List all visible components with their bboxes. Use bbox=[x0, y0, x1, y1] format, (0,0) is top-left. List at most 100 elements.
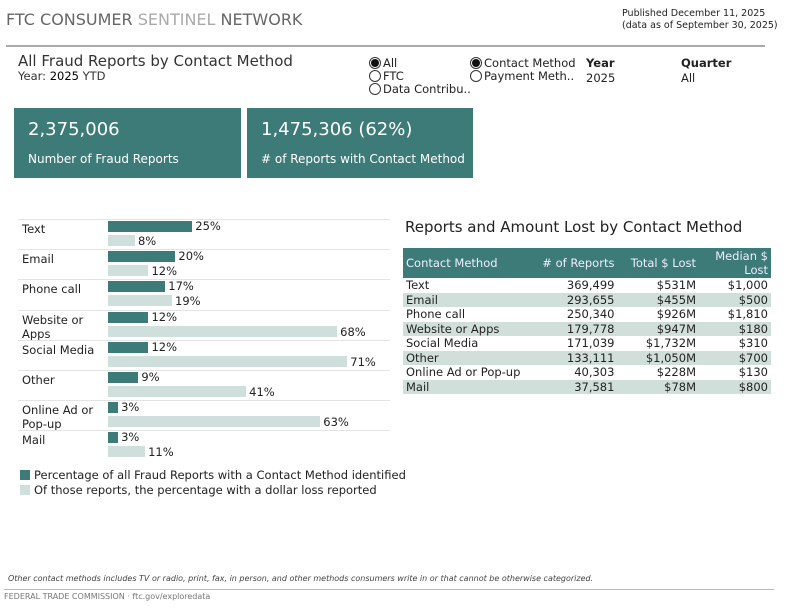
brand-title: FTC CONSUMER SENTINEL NETWORK bbox=[6, 10, 302, 29]
quarter-filter-label: Quarter bbox=[681, 56, 732, 70]
radio-button-icon[interactable] bbox=[369, 82, 381, 95]
table-cell: $228M bbox=[656, 365, 696, 380]
footnote: Other contact methods includes TV or rad… bbox=[8, 574, 594, 583]
radio-button-icon[interactable] bbox=[369, 56, 381, 69]
radio-all[interactable]: All bbox=[369, 55, 471, 70]
table-cell: Online Ad or Pop-up bbox=[406, 365, 521, 380]
contact-method-table: Contact Method # of Reports Total $ Lost… bbox=[403, 248, 771, 394]
bar-contact-share[interactable] bbox=[108, 402, 119, 414]
bar-contact-share[interactable] bbox=[108, 251, 176, 263]
table-cell: 250,340 bbox=[566, 307, 615, 322]
table-cell: Text bbox=[406, 278, 430, 293]
radio-data-contribu-[interactable]: Data Contribu.. bbox=[369, 82, 471, 96]
table-cell: $531M bbox=[656, 278, 696, 293]
kpi-label: # of Reports with Contact Method bbox=[261, 152, 465, 166]
chart-row: Email 20% 12% bbox=[18, 249, 390, 279]
method-radio-group: Contact Method Payment Meth.. bbox=[470, 55, 576, 83]
quarter-filter[interactable]: Quarter All bbox=[681, 56, 731, 85]
bar-loss-share[interactable] bbox=[108, 386, 247, 397]
chart-row: Online Ad or Pop-up 3% 63% bbox=[18, 400, 390, 432]
table-cell: $1,050M bbox=[617, 350, 699, 365]
category-label: Other bbox=[22, 373, 55, 387]
bar-contact-share[interactable] bbox=[108, 311, 149, 323]
data-label: 17% bbox=[168, 279, 194, 294]
bar-contact-share[interactable] bbox=[108, 432, 119, 444]
table-cell: $947M bbox=[617, 321, 699, 336]
table-cell: 133,111 bbox=[528, 350, 618, 365]
footer-credit: FEDERAL TRADE COMMISSION · ftc.gov/explo… bbox=[4, 592, 211, 601]
data-label: 20% bbox=[178, 249, 204, 264]
table-cell: 171,039 bbox=[566, 336, 615, 351]
divider bbox=[4, 589, 774, 590]
table-cell: Email bbox=[403, 292, 528, 307]
data-label: 63% bbox=[323, 415, 349, 430]
radio-button-icon[interactable] bbox=[470, 56, 482, 69]
table-row: Mail 37,581 $78M $800 bbox=[403, 379, 771, 394]
table-cell: $130 bbox=[738, 365, 768, 380]
kpi-value: 2,375,006 bbox=[28, 119, 120, 140]
data-label: 12% bbox=[151, 309, 177, 324]
source-radio-group: All FTC Data Contribu.. bbox=[369, 55, 471, 96]
quarter-filter-value[interactable]: All bbox=[681, 71, 696, 85]
table-cell: $78M bbox=[617, 379, 699, 394]
brand-part: FTC CONSUMER bbox=[6, 10, 138, 29]
page-title: All Fraud Reports by Contact Method bbox=[18, 52, 293, 70]
radio-ftc[interactable]: FTC bbox=[369, 69, 471, 83]
data-label: 9% bbox=[141, 370, 160, 384]
table-cell: $1,810 bbox=[727, 307, 768, 322]
table-title: Reports and Amount Lost by Contact Metho… bbox=[405, 218, 743, 236]
category-label: Email bbox=[22, 252, 54, 267]
bar-loss-share[interactable] bbox=[108, 235, 135, 246]
table-cell: Social Media bbox=[406, 336, 479, 351]
bar-contact-share[interactable] bbox=[108, 372, 139, 383]
data-as-of: (data as of September 30, 2025) bbox=[622, 20, 778, 31]
year-filter[interactable]: Year 2025 bbox=[586, 56, 615, 85]
table-cell: 37,581 bbox=[528, 379, 618, 394]
table-cell: 40,303 bbox=[574, 365, 615, 380]
table-row: Text 369,499 $531M $1,000 bbox=[403, 278, 771, 293]
radio-button-icon[interactable] bbox=[369, 69, 381, 82]
table-header-row: Contact Method # of Reports Total $ Lost… bbox=[403, 248, 771, 278]
radio-payment-meth-[interactable]: Payment Meth.. bbox=[470, 69, 576, 83]
chart-row: Other 9% 41% bbox=[18, 370, 390, 400]
category-label: Online Ad or Pop-up bbox=[22, 403, 94, 432]
bar-contact-share[interactable] bbox=[108, 221, 193, 232]
divider bbox=[6, 45, 765, 47]
table-cell: $500 bbox=[699, 292, 771, 307]
year-filter-value[interactable]: 2025 bbox=[586, 71, 616, 85]
table-cell: $1,000 bbox=[727, 278, 768, 293]
bar-loss-share[interactable] bbox=[108, 446, 146, 458]
radio-button-icon[interactable] bbox=[470, 69, 482, 82]
data-label: 68% bbox=[340, 324, 366, 339]
bar-loss-share[interactable] bbox=[108, 265, 149, 277]
bar-loss-share[interactable] bbox=[108, 416, 321, 428]
bar-loss-share[interactable] bbox=[108, 295, 173, 307]
category-label: Social Media bbox=[22, 342, 95, 357]
brand-part: NETWORK bbox=[220, 10, 303, 29]
table-row: Social Media 171,039 $1,732M $310 bbox=[403, 336, 771, 351]
bar-loss-share[interactable] bbox=[108, 325, 338, 337]
data-label: 41% bbox=[249, 385, 275, 399]
brand-part: SENTINEL bbox=[137, 10, 221, 29]
year-value: 2025 bbox=[49, 69, 79, 83]
radio-contact-method[interactable]: Contact Method bbox=[470, 55, 576, 70]
bar-loss-share[interactable] bbox=[108, 355, 348, 367]
kpi-contact-method: 1,475,306 (62%) # of Reports with Contact… bbox=[247, 108, 473, 178]
radio-label: Contact Method bbox=[484, 55, 576, 70]
bar-contact-share[interactable] bbox=[108, 341, 149, 353]
kpi-label: Number of Fraud Reports bbox=[28, 152, 179, 166]
data-label: 8% bbox=[137, 234, 157, 248]
table-cell: $700 bbox=[699, 350, 771, 365]
bar-contact-share[interactable] bbox=[108, 281, 166, 293]
col-median-lost: Median $ Lost bbox=[699, 248, 771, 278]
table-cell: 179,778 bbox=[528, 321, 618, 336]
col-total-lost: Total $ Lost bbox=[617, 248, 699, 278]
legend-label: Of those reports, the percentage with a … bbox=[34, 483, 377, 497]
legend-label: Percentage of all Fraud Reports with a C… bbox=[34, 468, 406, 482]
radio-label: All bbox=[383, 55, 398, 70]
data-label: 25% bbox=[195, 219, 221, 233]
table-row: Online Ad or Pop-up 40,303 $228M $130 bbox=[403, 365, 771, 380]
table-row: Phone call 250,340 $926M $1,810 bbox=[403, 307, 771, 322]
table-row: Other 133,111 $1,050M $700 bbox=[403, 350, 771, 365]
legend-item-secondary: Of those reports, the percentage with a … bbox=[20, 483, 377, 497]
